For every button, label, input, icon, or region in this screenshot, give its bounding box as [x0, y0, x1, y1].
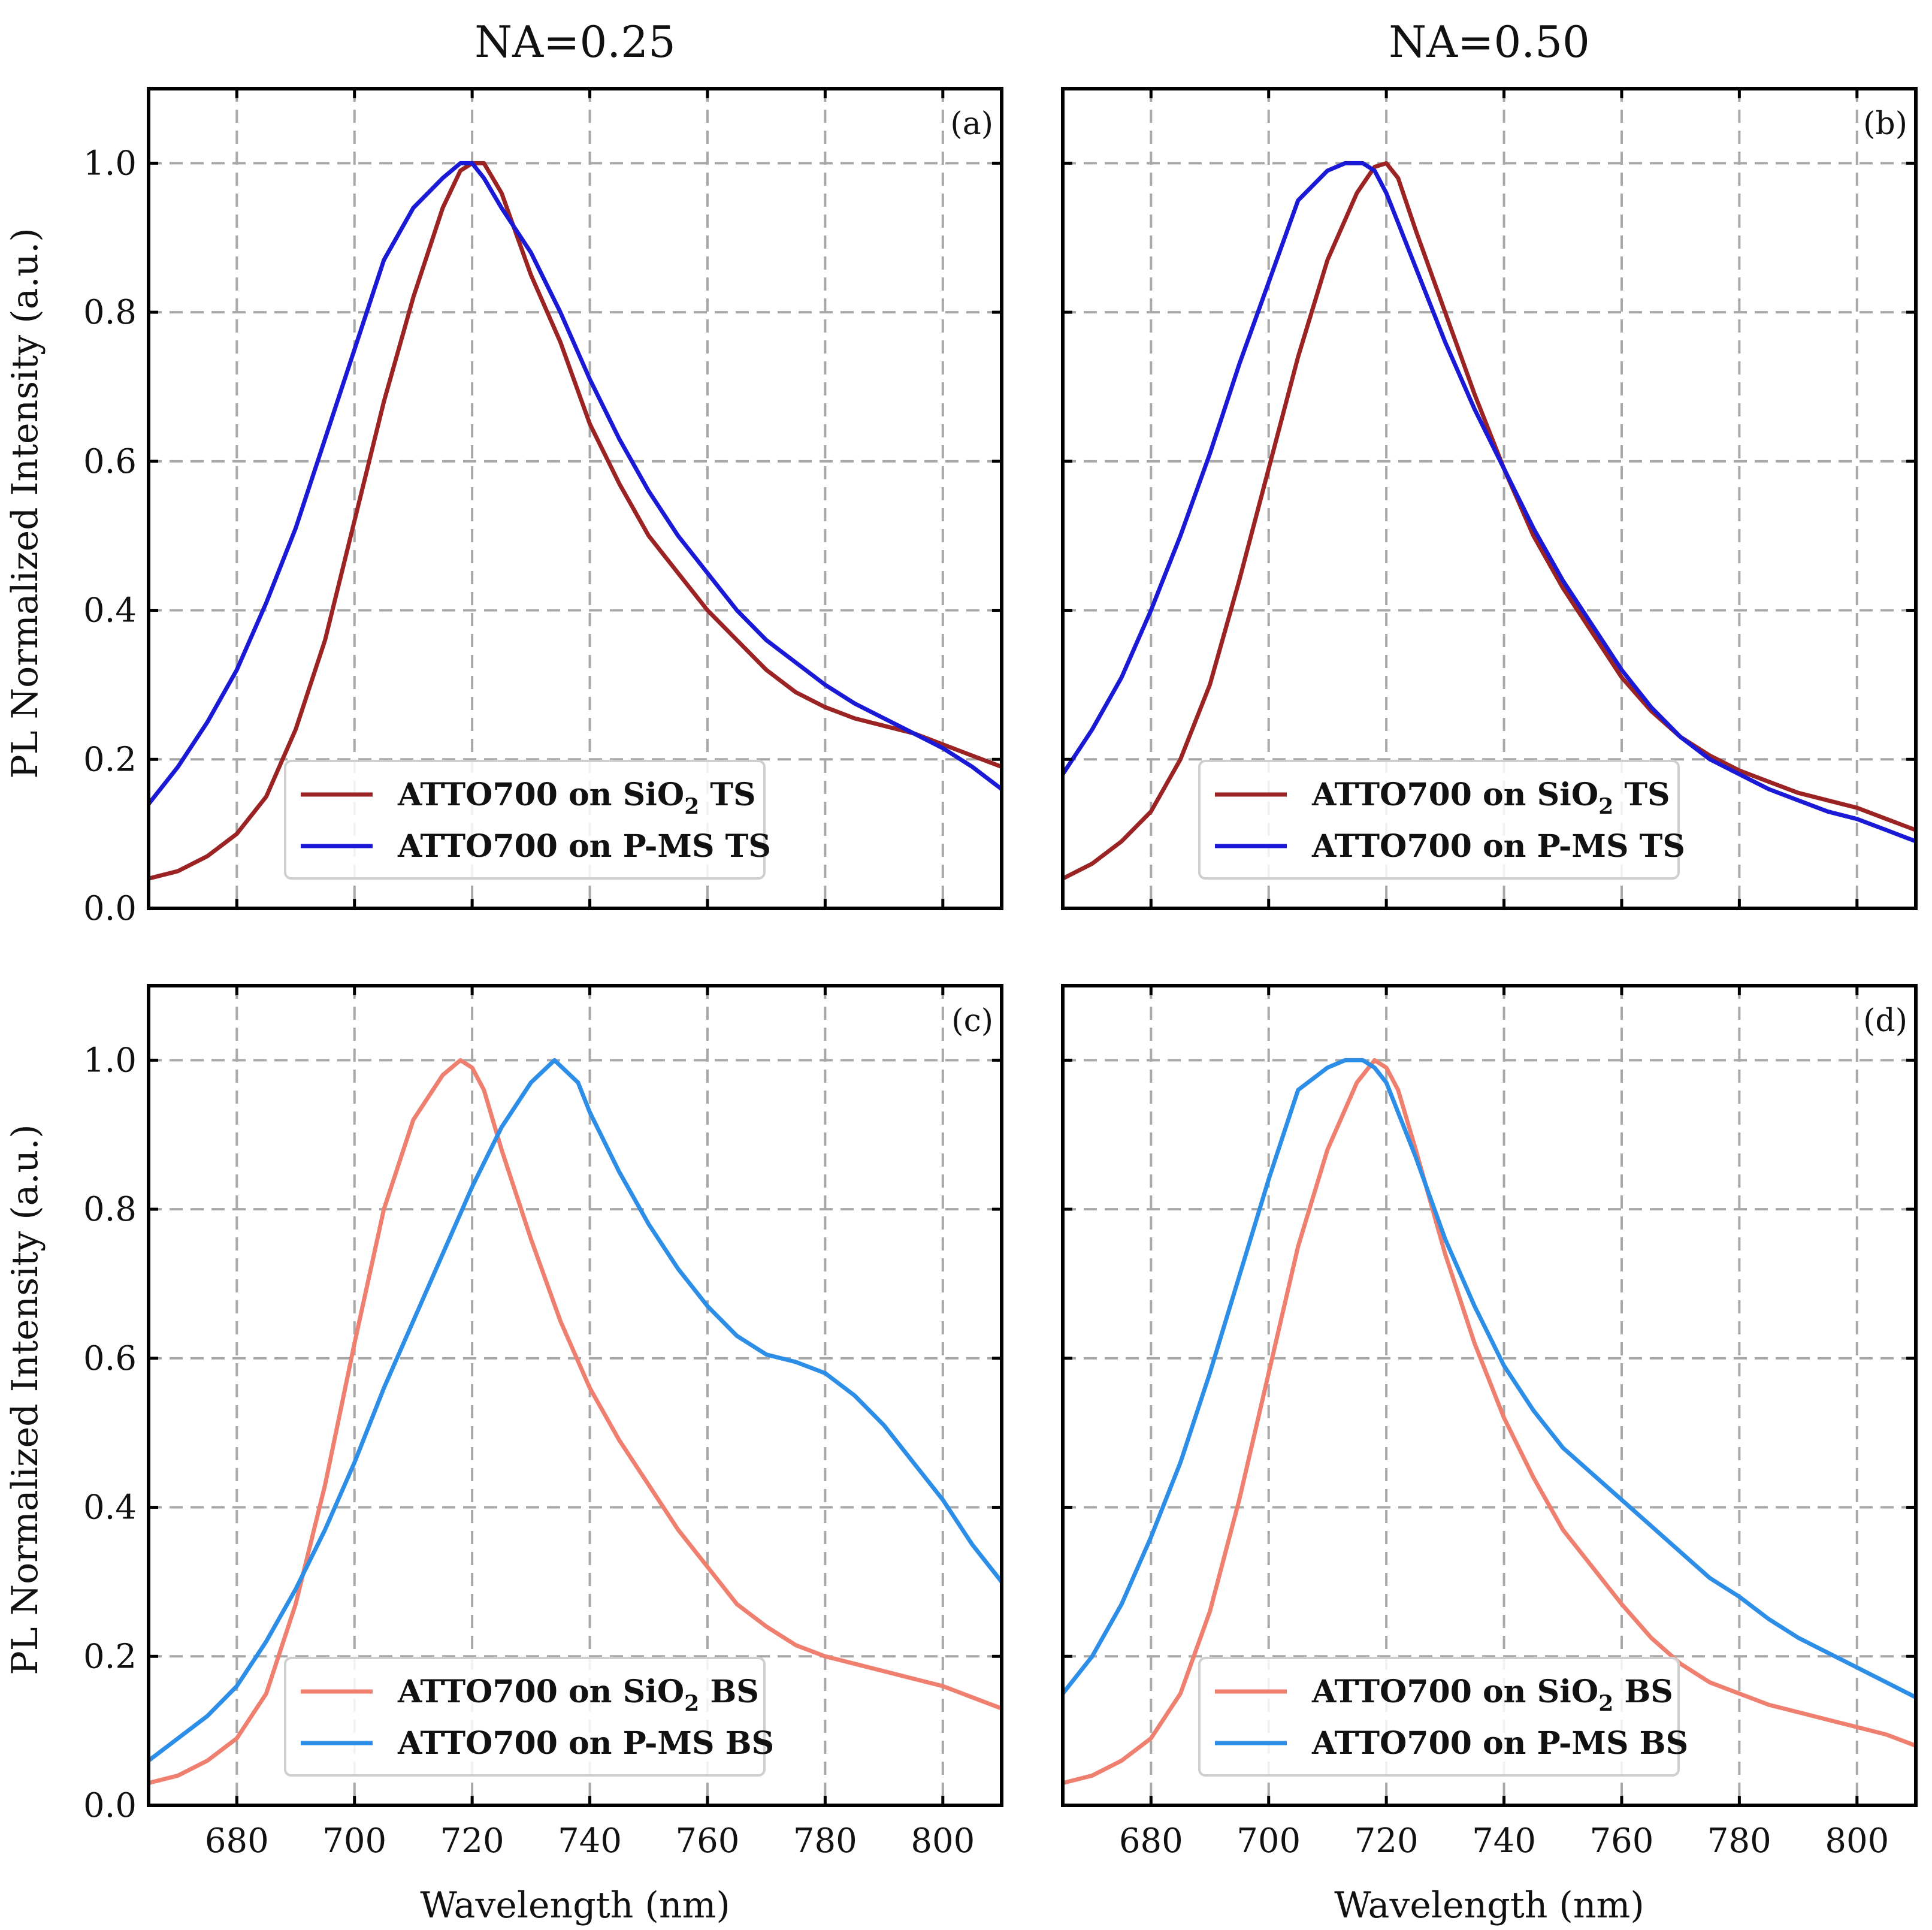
x-tick-label: 740 — [1472, 1822, 1536, 1860]
y-tick-label: 0.4 — [83, 591, 137, 630]
legend — [1198, 1657, 1680, 1777]
legend — [284, 760, 766, 880]
x-tick-label: 720 — [1354, 1822, 1419, 1860]
legend-entry: ATTO700 on SiO2 TS — [1311, 777, 1670, 819]
x-tick-label: 680 — [1119, 1822, 1183, 1860]
ylabel-bottom: PL Normalized Intensity (a.u.) — [4, 1124, 46, 1675]
x-tick-label: 720 — [440, 1822, 504, 1860]
y-tick-label: 0.8 — [83, 1190, 137, 1229]
axes-frame — [147, 87, 1003, 910]
y-tick-label: 0.8 — [83, 293, 137, 332]
series-line-0 — [1063, 1058, 1916, 1786]
y-tick-label: 1.0 — [83, 144, 137, 183]
column-title-right: NA=0.50 — [1389, 17, 1590, 67]
y-tick-label: 0.4 — [83, 1488, 137, 1527]
legend-entry: ATTO700 on P-MS TS — [397, 828, 771, 865]
y-tick-label: 1.0 — [83, 1041, 137, 1080]
x-tick-label: 760 — [1590, 1822, 1654, 1860]
series-line-1 — [1063, 1058, 1916, 1700]
y-tick-label: 0.2 — [83, 740, 137, 779]
y-tick-label: 0.0 — [83, 1786, 137, 1825]
xlabel-left: Wavelength (nm) — [420, 1884, 730, 1926]
y-tick-label: 0.6 — [83, 442, 137, 481]
axes-frame — [1061, 87, 1918, 910]
xlabel-right: Wavelength (nm) — [1334, 1884, 1644, 1926]
y-tick-label: 0.2 — [83, 1637, 137, 1676]
panel-a: 0.0 0.2 0.4 0.6 0.8 1.0 (a) ATTO700 on SiO2 TS A… — [83, 87, 1003, 928]
panel-label: (d) — [1863, 1003, 1907, 1039]
x-tick-label: 780 — [793, 1822, 857, 1860]
series-line-0 — [149, 161, 1002, 881]
axes-frame — [147, 984, 1003, 1807]
legend-entry: ATTO700 on P-MS BS — [397, 1725, 774, 1762]
x-tick-label: 800 — [911, 1822, 975, 1860]
x-tick-label: 740 — [558, 1822, 622, 1860]
series-line-0 — [1063, 161, 1916, 881]
y-tick-label: 0.6 — [83, 1339, 137, 1378]
legend-entry: ATTO700 on P-MS BS — [1311, 1725, 1688, 1762]
y-tick-label: 0.0 — [83, 889, 137, 928]
x-tick-label: 780 — [1707, 1822, 1771, 1860]
x-tick-label: 760 — [676, 1822, 740, 1860]
legend-entry: ATTO700 on SiO2 TS — [397, 777, 756, 819]
x-tick-label: 800 — [1825, 1822, 1889, 1860]
axes-frame — [1061, 984, 1918, 1807]
panel-label: (c) — [951, 1003, 993, 1039]
series-line-1 — [1063, 161, 1916, 844]
legend — [1198, 760, 1680, 880]
ylabel-top: PL Normalized Intensity (a.u.) — [4, 228, 46, 778]
x-tick-label: 700 — [1236, 1822, 1301, 1860]
panel-b: (b) ATTO700 on SiO2 TS ATTO700 on P-MS TS — [1061, 87, 1918, 910]
panel-label: (a) — [950, 106, 993, 142]
panel-label: (b) — [1863, 106, 1907, 142]
series-line-1 — [149, 161, 1002, 807]
panel-c: 680 700 720 740 760 780 800 0.0 0.2 0.4 0.6 0.8 1.0 (… — [83, 984, 1003, 1860]
legend-entry: ATTO700 on SiO2 BS — [397, 1674, 759, 1716]
series-line-1 — [149, 1058, 1002, 1763]
column-title-left: NA=0.25 — [474, 17, 676, 67]
series-line-0 — [149, 1058, 1002, 1786]
x-tick-label: 700 — [322, 1822, 386, 1860]
legend-entry: ATTO700 on SiO2 BS — [1311, 1674, 1673, 1716]
legend — [284, 1657, 766, 1777]
x-tick-label: 680 — [205, 1822, 269, 1860]
legend-entry: ATTO700 on P-MS TS — [1311, 828, 1685, 865]
panel-d: 680 700 720 740 760 780 800 (d) ATTO700 on SiO2 … — [1061, 984, 1918, 1860]
